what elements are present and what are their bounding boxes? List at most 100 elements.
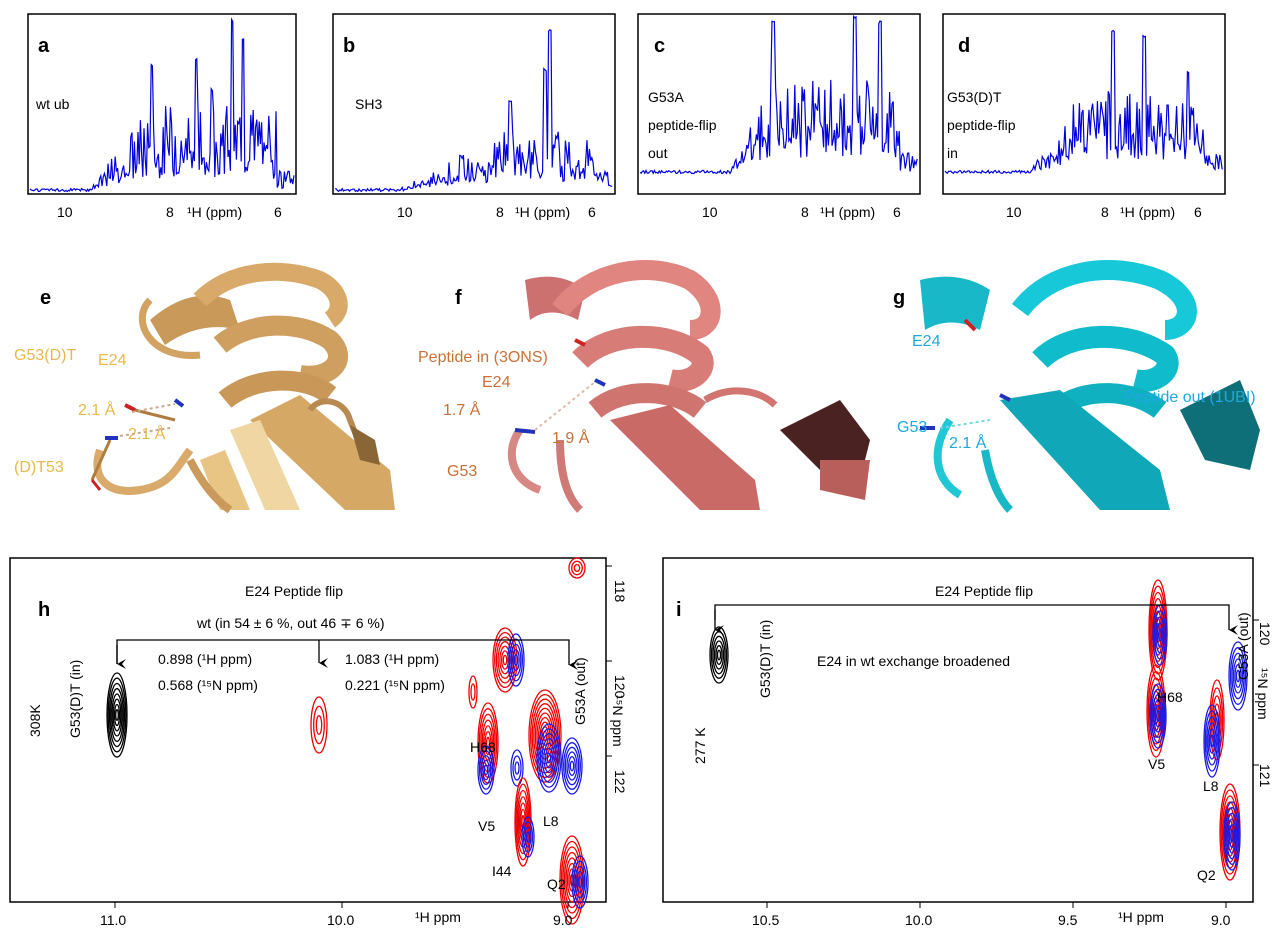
contour-peak xyxy=(1227,818,1237,854)
panel-d: d G53(D)T peptide-flip in 10 8 ¹H (ppm) … xyxy=(942,13,1226,220)
contour-peak xyxy=(544,747,554,769)
contour-peak xyxy=(512,648,520,672)
contour-peak xyxy=(522,821,534,853)
contour-peak xyxy=(568,756,576,776)
contour-peak xyxy=(510,643,522,677)
contour-peak xyxy=(546,752,552,764)
contour-peak xyxy=(485,736,491,750)
x-tick-i-105: 10.5 xyxy=(752,912,779,928)
contour-peak xyxy=(484,730,492,756)
shift-left-h-1: 0.898 (¹H ppm) xyxy=(158,651,252,667)
contour-peak xyxy=(564,746,580,786)
contour-peak xyxy=(528,689,562,783)
g53a-label-i: G53A (out) xyxy=(1235,612,1251,680)
sample-label-c-1: G53A xyxy=(648,89,684,105)
x-tick-h-10: 10.0 xyxy=(327,912,354,928)
protein-cartoon-e xyxy=(90,262,395,514)
contour-peak xyxy=(536,723,562,793)
e24-label-g: E24 xyxy=(912,333,941,350)
axis-label-c: ¹H (ppm) xyxy=(820,204,875,220)
contour-peak xyxy=(313,705,325,745)
panel-f: f Peptide in (3ONS) E24 1.7 Å 1.9 Å G53 xyxy=(418,260,870,513)
contour-peak xyxy=(1223,801,1241,871)
contour-peak xyxy=(1150,591,1166,669)
tick-b-10: 10 xyxy=(397,204,413,220)
panel-letter-f: f xyxy=(455,287,462,309)
contour-peak xyxy=(541,737,557,779)
tick-a-10: 10 xyxy=(57,204,73,220)
contour-peak xyxy=(566,751,578,781)
sample-label-a: wt ub xyxy=(35,96,70,112)
contour-peak xyxy=(480,754,492,786)
contour-peak xyxy=(515,783,531,861)
contour-peak xyxy=(507,633,525,687)
contour-peak xyxy=(1156,622,1164,648)
contour-peak xyxy=(514,777,532,867)
contour-peak xyxy=(572,860,588,904)
contour-peak xyxy=(113,703,121,727)
contour-peak xyxy=(111,693,123,737)
contour-peak xyxy=(574,865,586,899)
contour-peak xyxy=(310,696,328,754)
contour-peak xyxy=(483,725,493,761)
g53dt-label-i: G53(D)T (in) xyxy=(757,620,773,698)
contour-peak xyxy=(1156,710,1160,722)
y-axis-label-i: ¹⁵N ppm xyxy=(1255,668,1271,720)
x-axis-label-h: ¹H ppm xyxy=(415,909,461,925)
sample-label-d-2: peptide-flip xyxy=(947,117,1016,133)
contour-peak xyxy=(1228,824,1236,848)
contour-peak xyxy=(1234,664,1242,688)
contour-peak xyxy=(521,816,535,858)
contour-peak xyxy=(1210,734,1214,748)
contour-peak xyxy=(106,672,128,758)
y-tick-h-118: 118 xyxy=(612,580,628,603)
contour-peak xyxy=(1230,829,1234,843)
contour-peak xyxy=(534,707,556,765)
tick-d-6: 6 xyxy=(1194,204,1202,220)
contour-peak xyxy=(513,654,519,666)
contour-peak xyxy=(571,560,583,576)
distance-label-f-2: 1.9 Å xyxy=(552,428,590,447)
shift-left-h-2: 0.568 (¹⁵N ppm) xyxy=(158,677,258,693)
contour-peak xyxy=(715,645,723,665)
contour-peak xyxy=(510,749,524,787)
x-axis-label-i: ¹H ppm xyxy=(1118,909,1164,925)
distance-label-e-2: 2.1 Å xyxy=(128,424,166,443)
contour-peak xyxy=(524,826,532,848)
contour-peak xyxy=(1152,694,1164,738)
peak-label-l8-h: L8 xyxy=(543,813,559,829)
contour-peak xyxy=(108,682,126,748)
panel-letter-d: d xyxy=(958,35,970,57)
y-tick-i-121: 121 xyxy=(1257,764,1273,788)
sample-label-b: SH3 xyxy=(355,96,382,112)
tick-c-6: 6 xyxy=(893,204,901,220)
contour-peak xyxy=(1157,628,1163,642)
axes-h xyxy=(114,565,612,908)
contour-peak xyxy=(508,638,524,682)
peak-label-h68-h: H68 xyxy=(470,739,496,755)
peak-label-v5-h: V5 xyxy=(478,818,495,834)
distance-label-f-1: 1.7 Å xyxy=(443,400,481,419)
tick-b-8: 8 xyxy=(496,204,504,220)
g53dt-label-h: G53(D)T (in) xyxy=(67,660,83,738)
contour-peak xyxy=(1154,704,1162,728)
contour-peak xyxy=(1207,722,1217,760)
contour-peak xyxy=(512,755,522,781)
contour-peak xyxy=(529,693,561,779)
contour-peak xyxy=(478,750,494,790)
contour-peak xyxy=(538,728,560,788)
contour-peak xyxy=(494,631,516,689)
contour-peak xyxy=(112,698,122,732)
peak-label-i44-h: I44 xyxy=(492,863,512,879)
contour-peak xyxy=(571,855,589,909)
contour-peak xyxy=(539,733,559,783)
y-axis-label-h: ¹⁵N ppm xyxy=(610,695,626,747)
contour-peak xyxy=(537,716,553,756)
contour-peak xyxy=(1226,812,1238,860)
temp-label-i: 277 K xyxy=(692,727,708,764)
panel-i: i E24 Peptide flip E24 in wt exchange br… xyxy=(662,557,1273,928)
panel-letter-e: e xyxy=(40,287,51,309)
tick-c-8: 8 xyxy=(801,204,809,220)
contour-peak xyxy=(543,742,555,774)
